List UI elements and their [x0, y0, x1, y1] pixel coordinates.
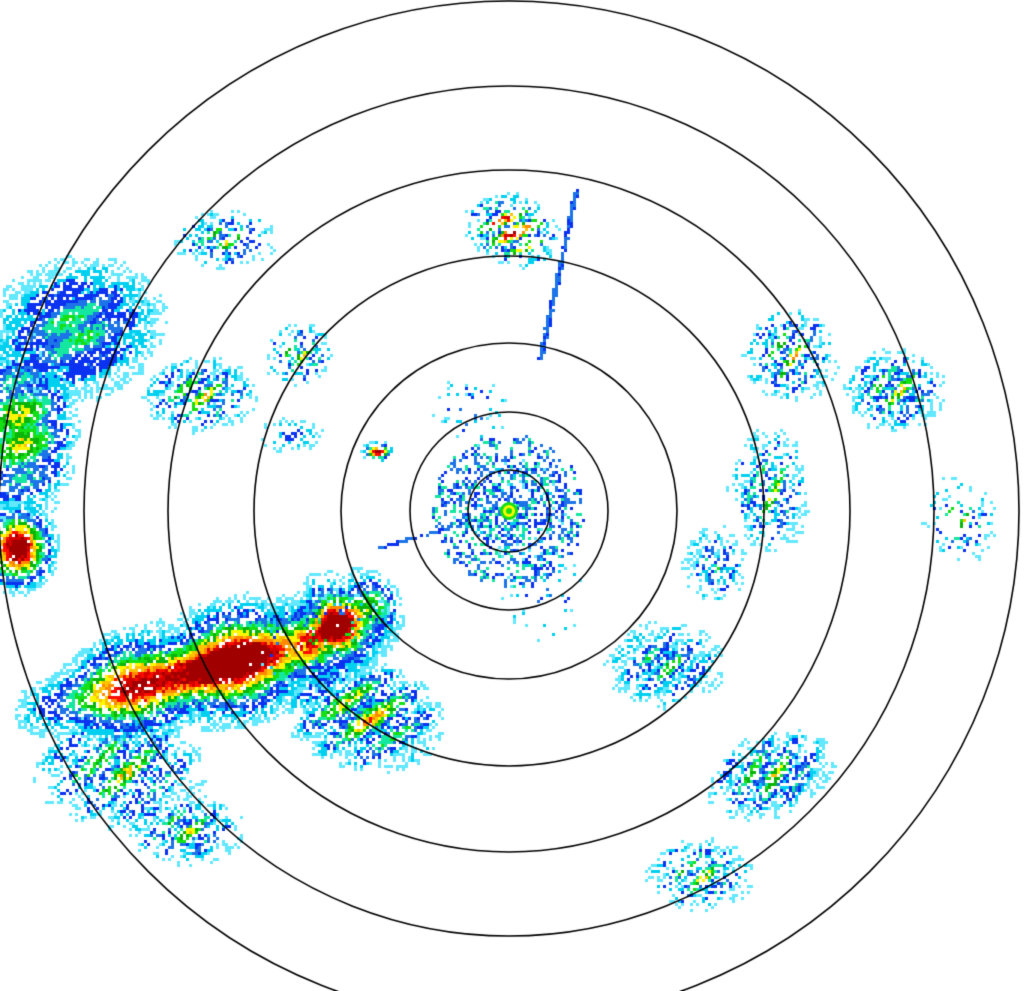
radar-display[interactable]: Radar Base Reflectivity PPI Base Reflect…: [0, 0, 1029, 991]
radar-reflectivity-canvas[interactable]: [0, 0, 1029, 991]
